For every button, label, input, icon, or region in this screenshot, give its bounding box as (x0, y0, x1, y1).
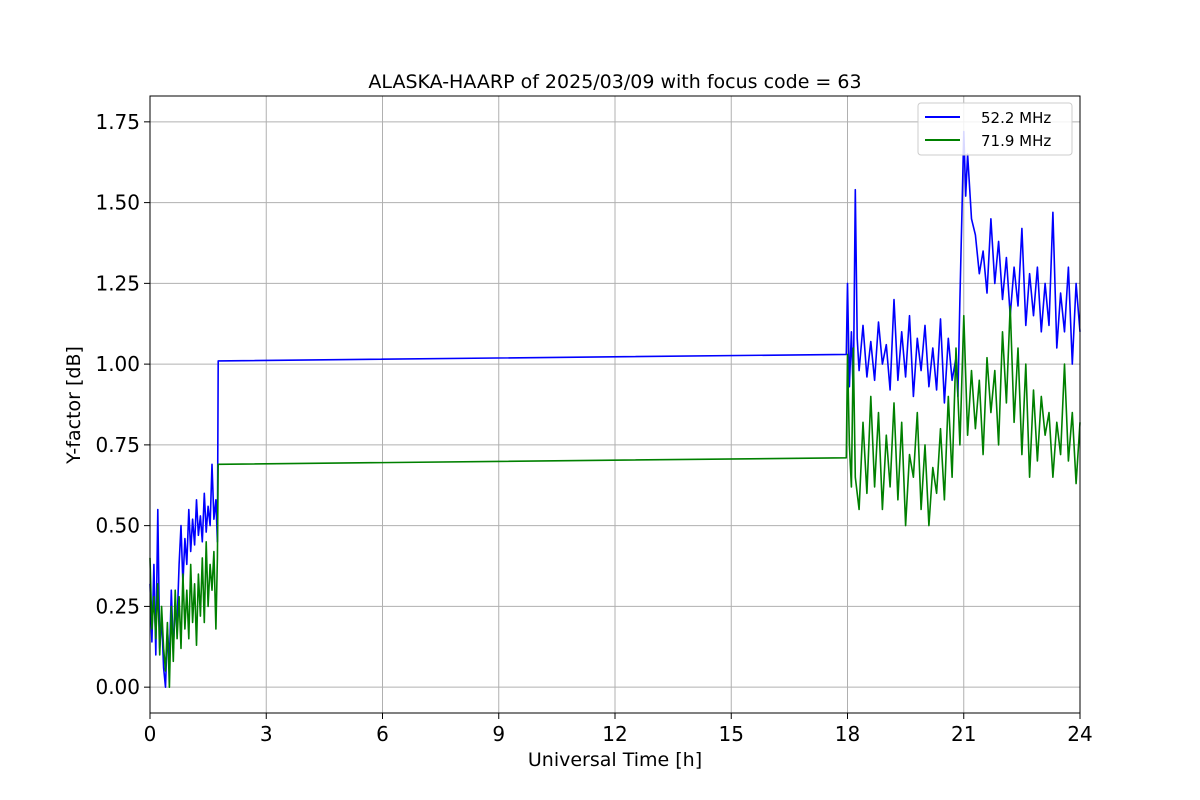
x-tick-label: 3 (260, 722, 273, 746)
y-tick-label: 1.75 (95, 110, 140, 134)
y-tick-label: 1.50 (95, 191, 140, 215)
y-tick-label: 0.00 (95, 675, 140, 699)
x-tick-label: 21 (951, 722, 976, 746)
grid-layer (149, 96, 1081, 713)
legend-label-72mhz: 71.9 MHz (981, 132, 1051, 150)
x-tick-label: 6 (376, 722, 389, 746)
y-tick-label: 0.75 (95, 433, 140, 457)
y-tick-label: 1.25 (95, 271, 140, 295)
y-axis-label: Y-factor [dB] (63, 346, 85, 465)
x-tick-label: 15 (719, 722, 744, 746)
x-axis-label: Universal Time [h] (528, 749, 702, 771)
x-tick-label: 0 (144, 722, 157, 746)
series-layer (149, 130, 1081, 689)
legend: 52.2 MHz 71.9 MHz (917, 102, 1073, 156)
x-tick-label: 24 (1067, 722, 1092, 746)
x-tick-label: 12 (602, 722, 627, 746)
y-tick-label: 0.50 (95, 514, 140, 538)
y-tick-label: 0.25 (95, 594, 140, 618)
series-line-72mhz (149, 305, 1081, 689)
y-tick-label: 1.00 (95, 352, 140, 376)
series-line-52mhz (149, 130, 1081, 689)
x-tick-label: 18 (835, 722, 860, 746)
legend-label-52mhz: 52.2 MHz (981, 109, 1051, 127)
chart-title: ALASKA-HAARP of 2025/03/09 with focus co… (368, 71, 861, 93)
tick-layer: 0 3 6 9 12 15 18 21 24 0.00 0.25 0.50 0.75 1.00 1.25 1.… (95, 110, 1092, 746)
x-tick-label: 9 (492, 722, 505, 746)
